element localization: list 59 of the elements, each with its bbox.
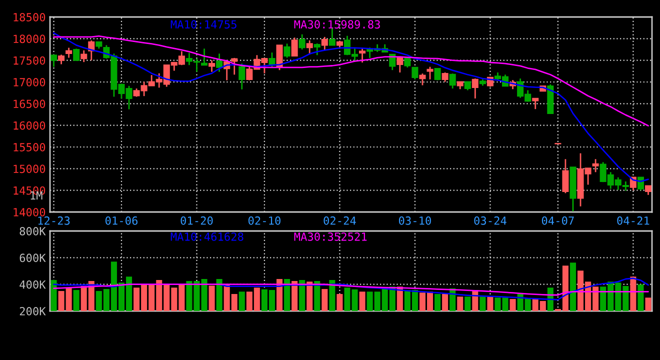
candlestick <box>426 66 434 80</box>
y-tick-label: 14000 <box>14 208 46 216</box>
text: MA30:352521 <box>294 232 367 241</box>
y-tick-label: 400K <box>20 280 46 289</box>
candlestick <box>434 68 441 81</box>
x-tick-label: 01-20 <box>180 216 213 225</box>
candlestick <box>449 72 456 90</box>
x-tick-label: 02-24 <box>324 216 356 225</box>
candlestick <box>359 48 366 64</box>
candlestick <box>58 54 65 65</box>
candlestick <box>201 48 208 66</box>
x-tick-label: 04-21 <box>617 216 650 225</box>
y-tick-label: 16000 <box>14 121 46 130</box>
y-tick-label: 16500 <box>14 100 46 108</box>
x-tick-label: 04-07 <box>542 216 574 225</box>
candlestick <box>562 158 569 194</box>
candlestick <box>396 56 404 74</box>
candlestick <box>306 40 313 56</box>
x-tick-label: 03-24 <box>474 216 506 225</box>
candlestick <box>592 158 599 173</box>
candlestick <box>80 50 88 63</box>
x-tick-label: 12-23 <box>38 216 70 225</box>
y-tick-label: 17000 <box>14 78 46 86</box>
candlestick <box>216 52 223 73</box>
y-tick-label: 18500 <box>14 13 46 22</box>
candlestick <box>268 52 276 68</box>
candlestick <box>276 44 283 71</box>
candlestick <box>73 48 80 62</box>
candlestick <box>238 62 246 90</box>
candlestick <box>284 42 290 58</box>
candlestick <box>419 72 426 86</box>
x-tick-label: 03-10 <box>398 216 431 225</box>
y-tick-label: 15000 <box>14 164 46 174</box>
candlestick <box>532 98 539 110</box>
y-tick-label: 800K <box>20 227 46 236</box>
y-tick-label: 15500 <box>14 143 46 152</box>
candlestick <box>472 78 478 100</box>
y-tick-label: 200K <box>20 307 46 316</box>
x-tick-label: 02-10 <box>248 216 280 225</box>
candlestick <box>66 47 72 58</box>
candlestick <box>231 57 238 76</box>
candlestick <box>412 66 418 80</box>
text: MA30:15989.83 <box>294 20 380 29</box>
line-series <box>53 284 649 296</box>
candlestick <box>298 34 306 50</box>
candlestick <box>314 42 320 56</box>
text: MA10:14755 <box>170 20 236 29</box>
line-series <box>53 35 649 126</box>
y-tick-label: 17500 <box>14 56 46 65</box>
candlestick <box>291 36 298 57</box>
candlestick <box>321 36 328 51</box>
y-tick-label: 600K <box>20 254 46 262</box>
y-tick-label: 18000 <box>14 34 46 44</box>
candlestick <box>442 72 448 82</box>
candlestick <box>50 54 58 68</box>
text: MA10:461628 <box>170 232 244 241</box>
candlestick <box>208 60 216 73</box>
candlestick <box>644 185 652 196</box>
x-tick-label: 01-06 <box>105 216 138 225</box>
